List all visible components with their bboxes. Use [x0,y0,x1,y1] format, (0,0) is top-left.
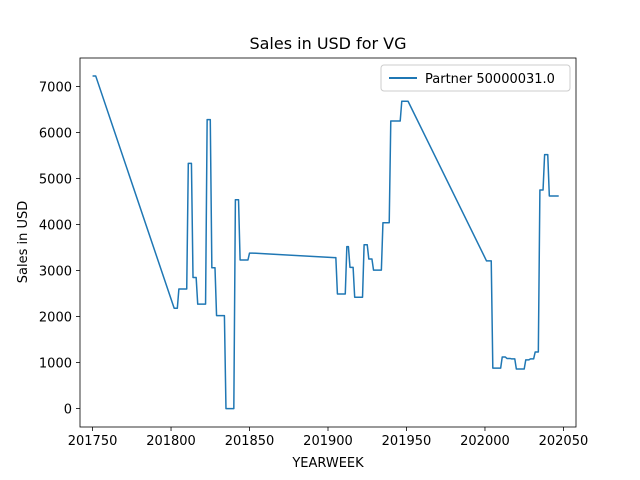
x-axis: 201750 201800 201850 201900 201950 202000 2020… [68,427,589,449]
x-tick-label: 201850 [225,434,275,449]
y-tick-label: 5000 [39,173,72,188]
y-tick-label: 7000 [39,81,72,96]
legend-label: Partner 50000031.0 [425,72,555,87]
x-tick-label: 201950 [382,434,432,449]
legend: Partner 50000031.0 [380,64,571,92]
x-tick-label: 202050 [539,434,589,449]
y-tick-label: 6000 [39,127,72,142]
x-tick-label: 202000 [460,434,510,449]
y-tick-label: 1000 [39,357,72,372]
chart-title: Sales in USD for VG [249,34,406,53]
legend-frame [380,64,571,92]
series-line-0 [92,75,559,410]
y-axis-label: Sales in USD [16,201,31,284]
x-axis-label: YEARWEEK [291,456,364,471]
x-tick-label: 201900 [303,434,353,449]
x-tick-label: 201800 [146,434,196,449]
y-tick-label: 0 [64,403,72,418]
x-tick-label: 201750 [68,434,118,449]
y-axis: 0 1000 2000 3000 4000 5000 6000 7000 [39,81,80,418]
y-tick-label: 3000 [39,265,72,280]
y-tick-label: 4000 [39,219,72,234]
y-tick-label: 2000 [39,311,72,326]
